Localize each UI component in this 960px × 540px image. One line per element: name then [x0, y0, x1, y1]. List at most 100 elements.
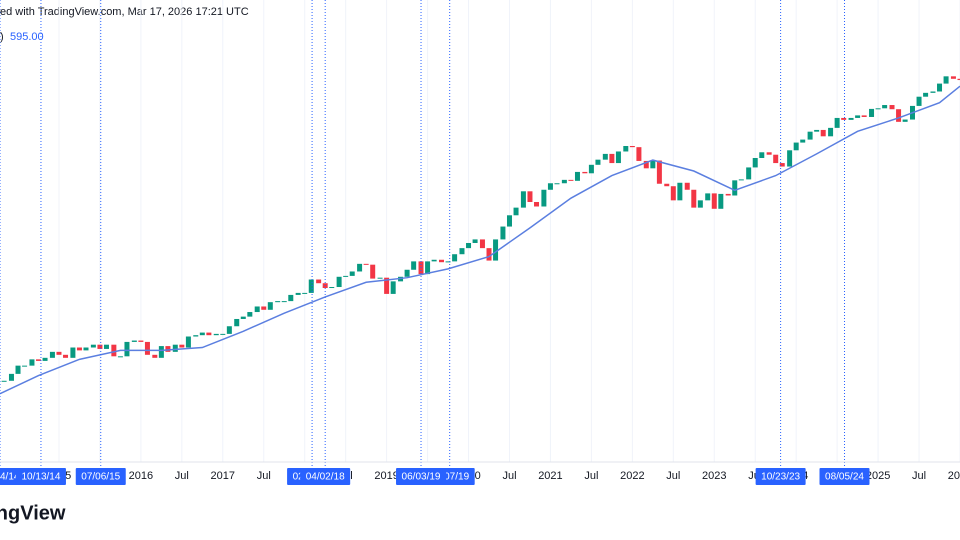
- candle: [595, 159, 601, 165]
- candle: [705, 193, 711, 201]
- candle: [384, 277, 390, 294]
- candle: [957, 78, 960, 81]
- event-label: 10/13/14: [21, 472, 60, 483]
- candle: [29, 359, 35, 366]
- candle: [267, 302, 273, 310]
- candle: [820, 129, 826, 137]
- candle: [787, 150, 793, 167]
- candle: [42, 357, 48, 361]
- candle: [814, 129, 820, 132]
- candle: [752, 157, 758, 168]
- event-box: [75, 468, 126, 485]
- candle: [213, 333, 219, 336]
- event-box: [755, 468, 806, 485]
- candle: [902, 119, 908, 122]
- x-tick-label: 2017: [211, 470, 235, 482]
- candle: [206, 332, 212, 336]
- candle: [308, 279, 314, 293]
- candle: [773, 154, 779, 164]
- candle: [807, 131, 813, 140]
- candle: [732, 180, 738, 196]
- candle: [295, 292, 301, 295]
- candle: [466, 242, 472, 249]
- candle: [636, 147, 642, 161]
- x-tick-label: Jul: [666, 470, 680, 482]
- candle: [97, 344, 103, 349]
- candle: [711, 193, 717, 209]
- moving-average: [0, 85, 960, 395]
- candle: [738, 179, 744, 181]
- x-tick-label: 2022: [620, 470, 644, 482]
- candle: [943, 76, 949, 84]
- candle: [664, 183, 670, 187]
- indicator-value: 595.00: [10, 31, 44, 43]
- candle: [329, 287, 335, 289]
- candle: [152, 354, 158, 358]
- candle: [76, 347, 82, 351]
- candle: [609, 153, 615, 164]
- candle: [506, 215, 512, 227]
- candle: [316, 279, 322, 284]
- candle: [261, 306, 267, 310]
- candle: [185, 336, 191, 348]
- x-tick-label: 2019: [374, 470, 398, 482]
- x-tick-label: 2025: [866, 470, 890, 482]
- candle: [193, 335, 199, 337]
- candle: [896, 109, 902, 122]
- candle: [404, 269, 410, 277]
- candle: [828, 127, 834, 137]
- candle: [8, 373, 14, 381]
- candle: [111, 344, 117, 357]
- candle: [541, 189, 547, 207]
- candle: [370, 264, 376, 279]
- candle: [602, 153, 608, 160]
- candle: [937, 83, 943, 92]
- candle: [472, 239, 478, 243]
- candle: [56, 351, 62, 355]
- candle: [459, 248, 465, 255]
- candle: [445, 261, 451, 263]
- candle: [138, 340, 144, 342]
- event-label: 10/07/19: [430, 472, 469, 483]
- event-label: 04/14/14: [0, 472, 20, 483]
- x-tick-label: Jul: [502, 470, 516, 482]
- indicator-name: ): [0, 31, 4, 43]
- candle: [234, 318, 240, 327]
- candle: [588, 164, 594, 174]
- candle: [486, 248, 492, 261]
- candle: [281, 301, 287, 303]
- event-label: 04/02/18: [306, 472, 345, 483]
- candle: [22, 365, 28, 367]
- candle: [452, 254, 458, 262]
- candle: [247, 312, 253, 317]
- logo: TradingView: [0, 502, 66, 524]
- candle: [165, 346, 171, 352]
- candle: [363, 263, 369, 265]
- candle: [684, 182, 690, 190]
- candle: [547, 183, 553, 190]
- event-label: 07/06/15: [81, 472, 120, 483]
- candle: [158, 346, 164, 358]
- candle: [90, 344, 96, 348]
- candle: [377, 277, 383, 279]
- candle: [144, 341, 150, 355]
- candle: [343, 275, 349, 277]
- candle: [725, 193, 731, 196]
- candle: [83, 347, 89, 351]
- candle: [568, 179, 574, 181]
- candle: [172, 344, 178, 352]
- candle: [746, 167, 752, 180]
- candle: [574, 171, 580, 181]
- candle: [779, 163, 785, 167]
- candle: [629, 145, 635, 148]
- candle: [1, 380, 7, 382]
- candle: [199, 332, 205, 336]
- candle: [848, 117, 854, 120]
- candle: [793, 142, 799, 151]
- candle: [759, 152, 765, 158]
- candle: [766, 152, 772, 155]
- x-tick-label: Jul: [912, 470, 926, 482]
- candle: [882, 105, 888, 109]
- candle: [493, 239, 499, 261]
